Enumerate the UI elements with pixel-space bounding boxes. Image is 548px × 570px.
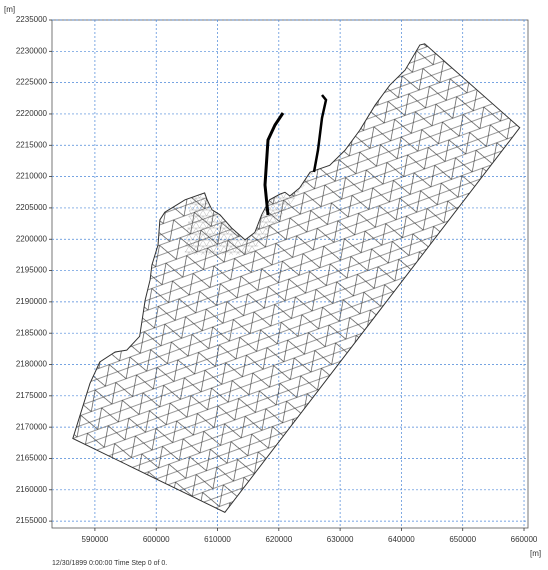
- x-tick-label: 620000: [265, 535, 292, 544]
- y-tick-label: 2200000: [16, 234, 48, 243]
- chart: [m] [m] 12/30/1899 0:00:00 Time Step 0 o…: [0, 0, 548, 570]
- y-tick-label: 2155000: [16, 516, 48, 525]
- x-tick-label: 660000: [511, 535, 538, 544]
- x-tick-label: 630000: [327, 535, 354, 544]
- x-unit: [m]: [530, 549, 541, 558]
- y-unit: [m]: [4, 5, 15, 14]
- river: [314, 95, 326, 172]
- x-tick-label: 610000: [204, 535, 231, 544]
- y-tick-label: 2160000: [16, 485, 48, 494]
- page: {"chart_data": {"type": "mesh", "y_unit"…: [0, 0, 548, 570]
- y-tick-label: 2165000: [16, 454, 48, 463]
- y-tick-label: 2230000: [16, 46, 48, 55]
- y-tick-label: 2170000: [16, 422, 48, 431]
- y-tick-label: 2205000: [16, 203, 48, 212]
- footer: 12/30/1899 0:00:00 Time Step 0 of 0.: [52, 560, 167, 567]
- y-tick-label: 2175000: [16, 391, 48, 400]
- y-tick-label: 2195000: [16, 266, 48, 275]
- x-tick-label: 600000: [143, 535, 170, 544]
- x-tick-label: 590000: [82, 535, 109, 544]
- y-tick-label: 2185000: [16, 328, 48, 337]
- y-tick-label: 2180000: [16, 360, 48, 369]
- x-tick-label: 640000: [388, 535, 415, 544]
- x-tick-label: 650000: [449, 535, 476, 544]
- y-tick-label: 2220000: [16, 109, 48, 118]
- y-tick-label: 2235000: [16, 15, 48, 24]
- y-tick-label: 2215000: [16, 140, 48, 149]
- y-tick-label: 2210000: [16, 172, 48, 181]
- y-tick-label: 2225000: [16, 78, 48, 87]
- y-tick-label: 2190000: [16, 297, 48, 306]
